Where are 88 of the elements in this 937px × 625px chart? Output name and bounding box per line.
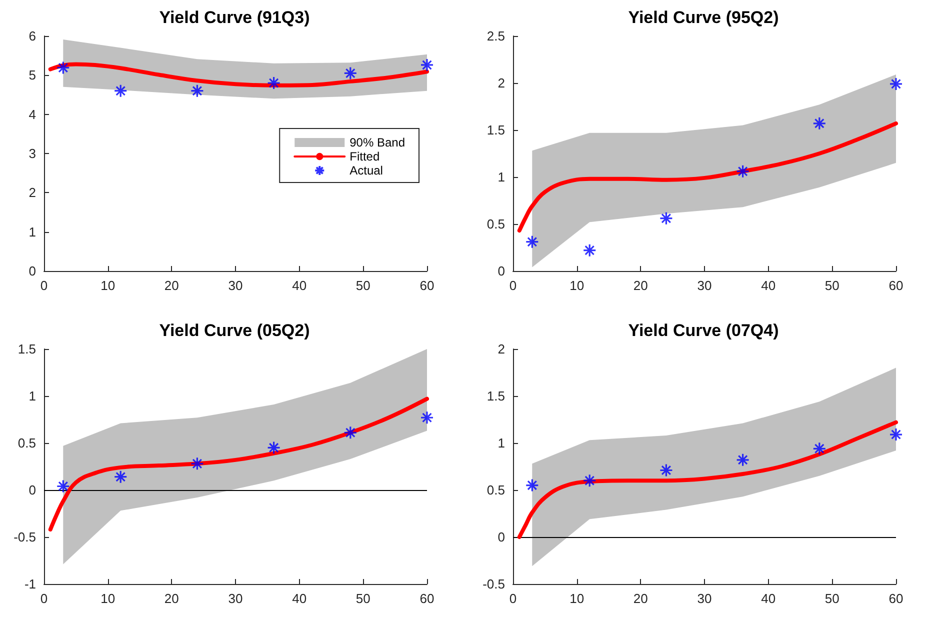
y-tick-label: 1 bbox=[497, 435, 504, 450]
y-tick-label: 0.5 bbox=[486, 216, 504, 232]
point bbox=[582, 244, 596, 258]
x-tick-label: 10 bbox=[569, 278, 584, 293]
point bbox=[190, 84, 204, 98]
x-tick-label: 0 bbox=[508, 278, 516, 293]
chart-title: Yield Curve (91Q3) bbox=[159, 8, 310, 27]
x-tick-label: 50 bbox=[356, 278, 370, 293]
y-tick-label: 1.5 bbox=[18, 341, 36, 356]
y-tick-label: 0 bbox=[497, 264, 504, 278]
x-tick-label: 20 bbox=[632, 590, 648, 606]
point bbox=[658, 212, 672, 226]
x-tick-label: 60 bbox=[420, 278, 434, 293]
x-tick-label: 30 bbox=[228, 590, 243, 606]
y-tick-label: 1 bbox=[497, 170, 504, 184]
x-tick-label: 40 bbox=[292, 590, 307, 606]
x-tick-label: 50 bbox=[824, 590, 839, 606]
point bbox=[420, 58, 434, 72]
x-tick-label: 60 bbox=[888, 278, 903, 293]
point bbox=[344, 66, 358, 80]
x-tick-label: 30 bbox=[228, 278, 243, 293]
x-tick-label: 0 bbox=[40, 590, 48, 606]
y-tick-label: 0.5 bbox=[18, 435, 36, 450]
y-tick-label: 1.5 bbox=[486, 122, 504, 138]
point bbox=[812, 441, 826, 455]
point bbox=[582, 473, 596, 487]
x-tick-label: 20 bbox=[632, 278, 648, 293]
x-tick-label: 40 bbox=[292, 278, 307, 293]
y-tick-label: 2 bbox=[28, 185, 36, 200]
y-tick-label: 2.5 bbox=[486, 28, 504, 44]
point bbox=[420, 410, 434, 424]
x-tick-label: 10 bbox=[569, 590, 584, 606]
point bbox=[524, 478, 538, 492]
x-tick-label: 30 bbox=[696, 590, 712, 606]
point bbox=[736, 164, 750, 178]
point bbox=[267, 440, 281, 454]
point bbox=[524, 235, 538, 249]
y-tick-label: 0 bbox=[497, 529, 504, 544]
point bbox=[888, 427, 902, 441]
x-tick-label: 0 bbox=[40, 278, 48, 293]
y-tick-label: 4 bbox=[28, 106, 36, 122]
point bbox=[344, 425, 358, 439]
point bbox=[267, 76, 281, 90]
chart-title: Yield Curve (95Q2) bbox=[628, 8, 778, 27]
chart-title: Yield Curve (05Q2) bbox=[159, 320, 310, 340]
y-tick-label: 0 bbox=[28, 264, 36, 278]
legend-label: Fitted bbox=[350, 150, 380, 164]
y-tick-label: 2 bbox=[497, 76, 504, 90]
point bbox=[56, 60, 70, 75]
legend-label: 90% Band bbox=[350, 136, 406, 150]
point bbox=[114, 84, 128, 98]
x-tick-label: 50 bbox=[356, 590, 370, 606]
y-tick-label: -0.5 bbox=[482, 576, 504, 591]
line-series bbox=[48, 62, 429, 88]
point bbox=[888, 77, 902, 91]
y-tick-label: 1 bbox=[28, 224, 36, 240]
y-tick-label: 1.5 bbox=[486, 388, 504, 403]
y-tick-label: 5 bbox=[28, 68, 36, 83]
x-tick-label: 20 bbox=[164, 590, 179, 606]
y-tick-label: 0.5 bbox=[486, 482, 504, 497]
line-series bbox=[516, 420, 898, 538]
point bbox=[114, 470, 128, 484]
y-tick-label: 3 bbox=[28, 146, 36, 161]
y-tick-label: -0.5 bbox=[14, 529, 36, 544]
x-tick-label: 0 bbox=[508, 590, 516, 606]
x-tick-label: 30 bbox=[696, 278, 712, 293]
x-tick-label: 20 bbox=[164, 278, 179, 293]
x-tick-label: 60 bbox=[420, 590, 434, 606]
x-tick-label: 40 bbox=[760, 278, 776, 293]
line-series bbox=[48, 396, 429, 531]
point bbox=[190, 456, 204, 470]
x-tick-label: 40 bbox=[760, 590, 776, 606]
legend-label: Actual bbox=[350, 164, 383, 178]
line-series bbox=[516, 121, 898, 233]
x-tick-label: 50 bbox=[824, 278, 839, 293]
point bbox=[658, 462, 672, 477]
y-tick-label: -1 bbox=[24, 576, 36, 591]
x-tick-label: 10 bbox=[100, 278, 116, 293]
point bbox=[812, 116, 826, 130]
y-tick-label: 1 bbox=[28, 388, 36, 403]
point bbox=[56, 478, 70, 493]
y-tick-label: 6 bbox=[28, 28, 36, 44]
y-tick-label: 2 bbox=[497, 341, 504, 356]
x-tick-label: 10 bbox=[100, 590, 116, 606]
point bbox=[736, 452, 750, 466]
chart-title: Yield Curve (07Q4) bbox=[628, 320, 778, 340]
y-tick-label: 0 bbox=[28, 482, 36, 497]
x-tick-label: 60 bbox=[888, 590, 903, 606]
